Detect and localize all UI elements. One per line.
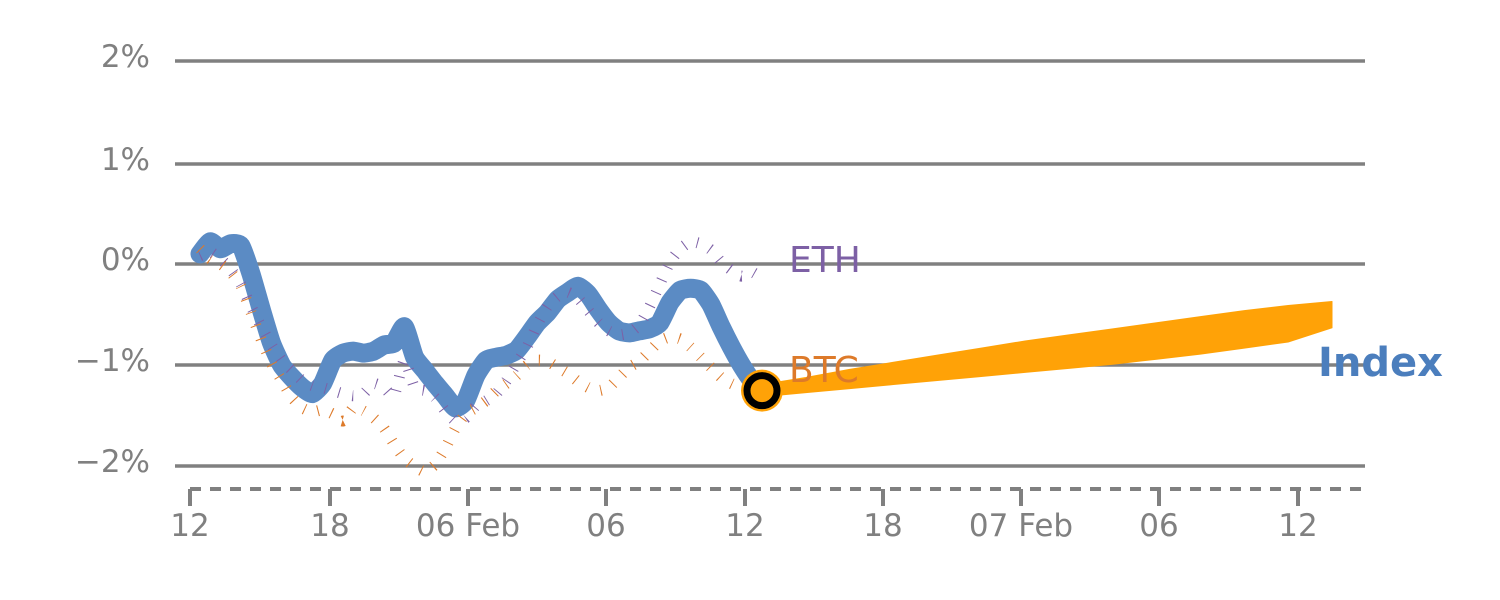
x-tick-label: 06 — [586, 508, 626, 544]
x-tick-label: 12 — [170, 508, 210, 544]
index-projection-band[interactable] — [761, 300, 1333, 398]
y-tick-label: 1% — [100, 142, 150, 178]
x-tick-label: 06 — [1139, 508, 1179, 544]
x-axis-spine — [188, 487, 1365, 506]
series-line-index[interactable] — [190, 232, 772, 418]
series-label-eth: ETH — [789, 240, 861, 281]
y-tick-label: −2% — [74, 444, 150, 480]
x-tick-label: 07 Feb — [968, 508, 1074, 544]
projection-band[interactable] — [761, 300, 1333, 398]
x-tick-label: 18 — [310, 508, 350, 544]
x-tick-label: 12 — [1278, 508, 1318, 544]
series-lines[interactable] — [190, 232, 772, 478]
x-tick-label: 18 — [863, 508, 903, 544]
series-label-btc: BTC — [789, 350, 859, 391]
marker-ring[interactable] — [743, 372, 781, 410]
current-value-marker[interactable] — [741, 369, 783, 412]
y-tick-label: −1% — [74, 343, 150, 379]
x-tick-label: 06 Feb — [415, 508, 521, 544]
y-tick-label: 2% — [100, 39, 150, 75]
series-label-index: Index — [1318, 340, 1443, 386]
x-tick-label: 12 — [725, 508, 765, 544]
gridlines — [175, 59, 1365, 468]
series-line-eth[interactable] — [197, 236, 766, 427]
y-tick-label: 0% — [100, 242, 150, 278]
